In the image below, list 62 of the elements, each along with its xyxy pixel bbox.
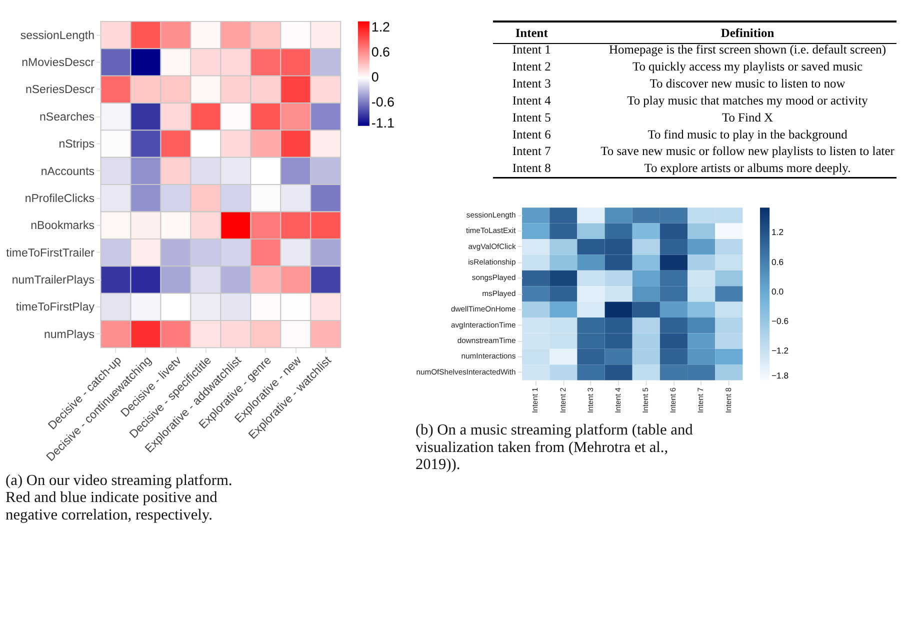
color-bar-label: 1.2 (772, 227, 784, 238)
y-tick-label: numTrailerPlays (12, 274, 95, 287)
color-bar-label: −0.6 (772, 316, 789, 326)
y-tick-label: numPlays (44, 328, 95, 341)
y-tick-label: sessionLength (20, 30, 95, 42)
color-bar-label: −1.8 (772, 370, 789, 380)
y-tick-label: downstreamTime (457, 336, 516, 345)
x-tick-label: Intent 1 (530, 388, 540, 414)
color-bar-label: −1.2 (772, 346, 789, 356)
y-tick-label: isRelationship (468, 257, 516, 266)
text: Intent 1 (512, 42, 551, 57)
text: To discover new music to listen to now (650, 76, 846, 91)
y-tick-label: nSearches (40, 111, 95, 124)
text: Intent 6 (512, 127, 551, 142)
text: To quickly access my playlists or saved music (632, 60, 864, 74)
color-bar-label: 0 (371, 70, 379, 85)
x-tick-label: Intent 8 (724, 388, 733, 414)
x-tick-label: Intent 7 (696, 388, 706, 414)
y-tick-label: avgInteractionTime (450, 320, 516, 330)
text: (a) On our video streaming platform. Red and blue indicate positive and negative correlation, respectively. (6, 472, 232, 524)
y-tick-label: nProfileClicks (24, 192, 95, 205)
x-tick-label: Intent 2 (558, 388, 568, 414)
text: Intent 5 (512, 110, 551, 124)
y-tick-label: nBookmarks (30, 220, 95, 232)
y-tick-label: timeToFirstTrailer (6, 247, 95, 260)
color-bar-label: -0.6 (371, 94, 394, 110)
text: Definition (720, 26, 774, 40)
text: To save new music or follow new playlists to listen to later (600, 144, 896, 158)
text: Intent 2 (512, 60, 551, 74)
color-bar-label: 1.2 (371, 20, 390, 35)
y-tick-label: nStrips (58, 138, 95, 151)
color-bar-label: 0.0 (772, 286, 784, 296)
y-tick-label: sessionLength (466, 210, 516, 220)
y-tick-label: nMoviesDescr (22, 57, 95, 70)
y-tick-label: dwellTimeOnHome (450, 304, 516, 314)
x-tick-label: Intent 5 (641, 388, 650, 414)
text: Intent 3 (512, 76, 551, 91)
color-bar-label: -1.1 (371, 116, 394, 131)
x-tick-label: Intent 6 (668, 388, 678, 414)
text: To Find X (722, 110, 774, 124)
text: (b) On a music streaming platform (table and visualization taken from (Mehrotra et al., 2019)). (415, 422, 694, 474)
y-tick-label: nAccounts (40, 166, 95, 178)
color-bar-label: 0.6 (772, 256, 784, 267)
y-tick-label: numInteractions (461, 352, 516, 361)
text: To explore artists or albums more deeply. (644, 161, 851, 176)
text: Intent 8 (512, 161, 551, 176)
color-bar-label: 0.6 (371, 44, 390, 60)
y-tick-label: numOfShelvesInteractedWith (416, 367, 516, 376)
y-tick-label: timeToLastExit (466, 226, 517, 236)
y-tick-label: songsPlayed (472, 273, 516, 282)
y-tick-label: timeToFirstPlay (16, 302, 95, 314)
text: Intent (515, 26, 549, 40)
x-tick-label: Intent 3 (586, 388, 595, 414)
x-tick-label: Intent 4 (613, 386, 622, 414)
text: To find music to play in the background (648, 127, 848, 142)
text: To play music that matches my mood or activity (627, 93, 869, 108)
text: Intent 7 (512, 144, 551, 158)
text: Intent 4 (512, 93, 552, 108)
y-tick-label: nSeriesDescr (25, 84, 95, 96)
y-tick-label: msPlayed (482, 288, 516, 298)
text: Homepage is the first screen shown (i.e. default screen) (609, 42, 886, 57)
y-tick-label: avgValOfClick (468, 242, 516, 251)
